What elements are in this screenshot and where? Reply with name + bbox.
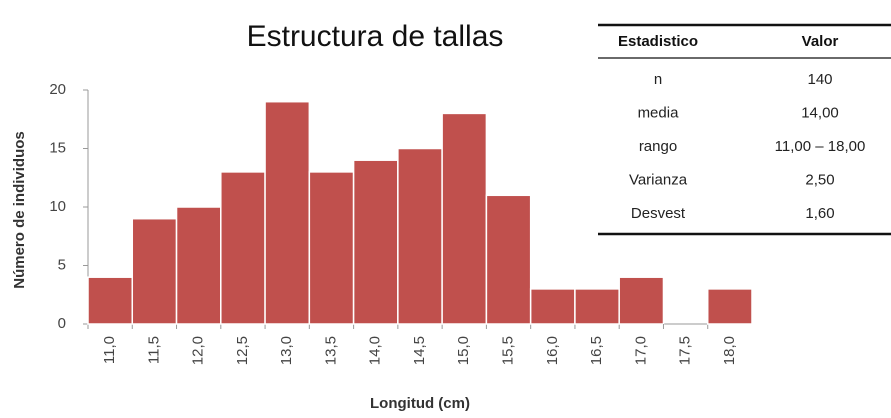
x-tick-label: 12,0 bbox=[190, 336, 207, 365]
bar bbox=[706, 288, 753, 325]
table-cell: Varianza bbox=[629, 171, 688, 188]
chart-title: Estructura de tallas bbox=[247, 20, 504, 53]
x-tick-label: 11,5 bbox=[145, 336, 162, 364]
bar bbox=[574, 288, 620, 325]
bar bbox=[485, 194, 532, 325]
bar bbox=[618, 276, 665, 325]
y-tick-label: 0 bbox=[58, 315, 66, 332]
bar bbox=[352, 159, 399, 325]
x-tick-label: 16,0 bbox=[544, 336, 561, 365]
x-tick-label: 15,0 bbox=[455, 336, 472, 365]
bar bbox=[264, 100, 311, 325]
y-axis-title: Número de individuos bbox=[11, 131, 28, 289]
table-header: Valor bbox=[802, 33, 839, 50]
x-axis-title: Longitud (cm) bbox=[370, 395, 470, 412]
bar bbox=[441, 112, 488, 325]
bar bbox=[220, 171, 266, 325]
x-tick-label: 15,5 bbox=[500, 336, 517, 365]
table-cell: Desvest bbox=[631, 205, 686, 222]
table-cell: n bbox=[654, 71, 662, 88]
bar bbox=[397, 147, 443, 325]
y-tick-label: 15 bbox=[49, 139, 66, 156]
x-tick-label: 18,0 bbox=[721, 336, 738, 365]
x-tick-label: 17,0 bbox=[632, 336, 649, 365]
table-cell: media bbox=[638, 104, 680, 121]
x-tick-label: 17,5 bbox=[677, 336, 694, 365]
bar bbox=[87, 276, 134, 325]
y-tick-label: 10 bbox=[49, 198, 66, 215]
table-cell: 14,00 bbox=[801, 104, 839, 121]
bar bbox=[308, 171, 355, 325]
bar bbox=[175, 206, 222, 325]
bar bbox=[529, 288, 576, 325]
x-tick-label: 11,0 bbox=[101, 336, 118, 364]
x-tick-label: 14,0 bbox=[367, 336, 384, 365]
x-tick-label: 16,5 bbox=[588, 336, 605, 365]
table-cell: 140 bbox=[807, 71, 832, 88]
y-tick-label: 5 bbox=[58, 256, 66, 273]
x-tick-label: 13,0 bbox=[278, 336, 295, 365]
x-tick-label: 14,5 bbox=[411, 336, 428, 365]
table-cell: 11,00 – 18,00 bbox=[775, 138, 866, 155]
x-tick-label: 13,5 bbox=[322, 336, 339, 365]
table-header: Estadistico bbox=[618, 33, 698, 50]
bar bbox=[131, 217, 178, 325]
table-cell: 2,50 bbox=[805, 171, 834, 188]
table-cell: 1,60 bbox=[805, 205, 834, 222]
table-cell: rango bbox=[639, 138, 677, 155]
y-tick-label: 20 bbox=[49, 81, 66, 98]
x-tick-label: 12,5 bbox=[234, 336, 251, 365]
